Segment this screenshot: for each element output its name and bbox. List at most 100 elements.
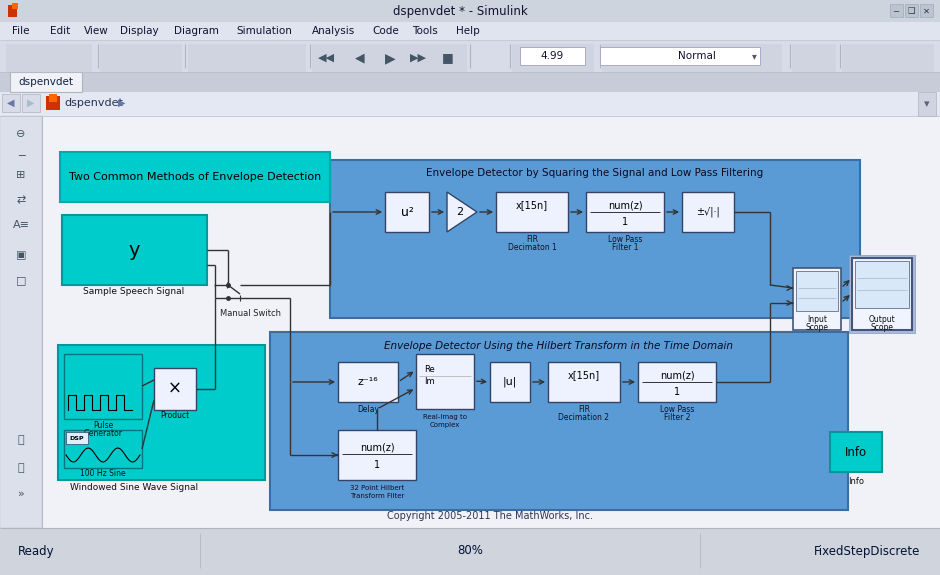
Text: ◀: ◀ [355,52,365,64]
Text: 100 Hz Sine: 100 Hz Sine [80,469,126,477]
Bar [920,4,933,17]
Text: ▾: ▾ [924,99,930,109]
Text: Generator: Generator [84,428,122,438]
Text: Code: Code [372,26,399,36]
Bar [830,432,882,472]
Text: 📷: 📷 [18,435,24,445]
Text: Filter 2: Filter 2 [664,413,690,423]
Bar [0,528,940,575]
Text: ▶: ▶ [27,98,35,108]
Bar [64,354,142,419]
Text: ▶: ▶ [384,51,396,65]
Text: ◀◀: ◀◀ [318,53,335,63]
Text: ■: ■ [442,52,454,64]
Text: ⊞: ⊞ [16,170,25,180]
Text: Edit: Edit [50,26,70,36]
Text: z⁻¹⁶: z⁻¹⁶ [358,377,378,387]
Bar [60,152,330,202]
Text: ⊖: ⊖ [16,129,25,139]
Text: Pulse: Pulse [93,420,113,430]
Text: Info: Info [848,477,864,486]
Text: num(z): num(z) [607,200,642,210]
Bar [496,192,568,232]
Text: View: View [84,26,109,36]
Bar [49,94,57,102]
Text: dspenvdet: dspenvdet [64,98,123,108]
Text: |u|: |u| [503,377,517,387]
Polygon shape [447,192,477,232]
Text: x[15n]: x[15n] [516,200,548,210]
Bar [796,271,838,311]
Text: FIR: FIR [578,405,590,415]
Text: ±√|·|: ±√|·| [697,207,720,217]
Text: Ready: Ready [18,545,55,558]
Text: ×: × [168,380,182,398]
Text: Re: Re [424,366,434,374]
Text: ▾: ▾ [752,51,757,61]
Text: Decimation 2: Decimation 2 [558,413,609,423]
Text: ✕: ✕ [922,6,930,16]
Bar [890,4,903,17]
Text: Low Pass: Low Pass [660,405,694,415]
Text: ❑: ❑ [907,6,915,16]
Text: num(z): num(z) [360,442,394,452]
Text: A≡: A≡ [12,220,29,230]
Text: Two Common Methods of Envelope Detection: Two Common Methods of Envelope Detection [69,172,321,182]
Bar [416,354,474,409]
Text: num(z): num(z) [660,370,695,380]
Bar [793,268,841,330]
Text: Scope: Scope [806,324,828,332]
Bar [58,345,265,480]
Bar [0,0,940,22]
Bar [270,332,848,510]
Text: Decimaton 1: Decimaton 1 [508,243,556,252]
Bar [62,215,207,285]
Text: FixedStepDiscrete: FixedStepDiscrete [814,545,920,558]
Bar [548,362,620,402]
Bar [100,44,182,72]
Bar [905,4,918,17]
Bar [188,44,306,72]
Bar [0,40,940,72]
Bar [385,192,429,232]
Text: 80%: 80% [457,545,483,558]
Text: Sample Speech Signal: Sample Speech Signal [84,288,184,297]
Text: Analysis: Analysis [312,26,355,36]
Text: Filter 1: Filter 1 [612,243,638,252]
Bar [586,192,664,232]
Text: File: File [12,26,29,36]
Text: ▣: ▣ [16,250,26,260]
Text: ⇄: ⇄ [16,195,25,205]
Bar [0,116,42,528]
Bar [12,3,18,9]
Text: dspenvdet * - Simulink: dspenvdet * - Simulink [393,5,527,17]
Text: 📋: 📋 [18,463,24,473]
Bar [42,116,940,528]
Text: Product: Product [161,412,190,420]
Text: Im: Im [424,378,434,386]
Text: Envelope Detector Using the Hilbert Transform in the Time Domain: Envelope Detector Using the Hilbert Tran… [384,341,733,351]
Bar [8,5,17,17]
Text: Simulation: Simulation [236,26,292,36]
Bar [10,72,82,92]
Text: Diagram: Diagram [174,26,219,36]
Text: Info: Info [845,446,867,458]
Text: ◀: ◀ [8,98,15,108]
Bar [855,261,909,308]
Text: Output: Output [869,316,896,324]
Text: 4.99: 4.99 [540,51,564,61]
Text: Complex: Complex [430,422,461,428]
Bar [792,44,836,72]
Bar [600,47,760,65]
Bar [330,160,860,318]
Bar [22,94,40,112]
Text: Help: Help [456,26,479,36]
Bar [842,44,934,72]
Bar [490,362,530,402]
Text: Scope: Scope [870,324,894,332]
Text: 1: 1 [622,217,628,227]
Bar [6,44,92,72]
Text: FIR: FIR [526,236,538,244]
Bar [154,368,196,410]
Text: 32 Point Hilbert: 32 Point Hilbert [350,485,404,491]
